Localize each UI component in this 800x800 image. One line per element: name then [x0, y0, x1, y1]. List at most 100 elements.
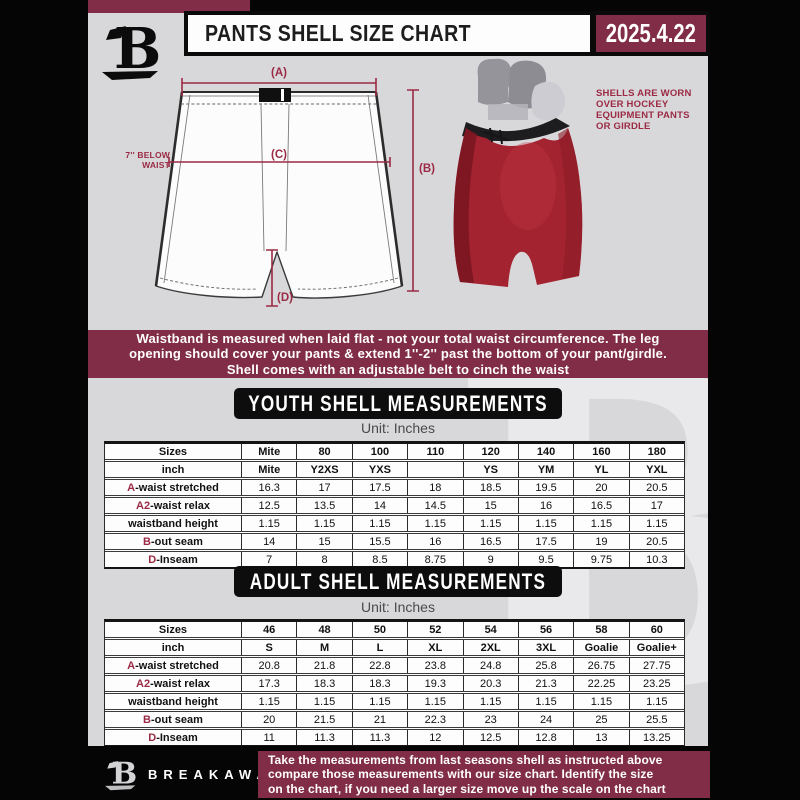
- table-row: A2-waist relax 17.3 18.3 18.3 19.3 20.3 21.3 22…: [105, 676, 684, 694]
- table-cell: 7: [241, 552, 296, 567]
- table-cell: YM: [517, 462, 573, 477]
- table-cell: 18.3: [351, 676, 407, 691]
- table-cell: 17.5: [351, 480, 407, 495]
- table-cell: 3XL: [517, 640, 573, 655]
- measurement-label-d: (D): [277, 292, 293, 304]
- table-cell: 1.15: [407, 694, 462, 709]
- hockey-shell-photo: [453, 58, 583, 287]
- adult-size-table: Sizes 46 48 50 52 54 56 58 60 inch S M L XL 2XL 3XL Goal…: [104, 619, 685, 747]
- row-label: inch: [161, 463, 185, 476]
- table-row: B-out seam 20 21.5 21 22.3 23 24 25 25.5: [105, 712, 684, 730]
- table-cell: 21.8: [296, 658, 351, 673]
- svg-text:B: B: [114, 16, 161, 82]
- table-cell: 20.5: [628, 534, 684, 549]
- table-cell: 48: [296, 622, 351, 637]
- table-row: waistband height 1.15 1.15 1.15 1.15 1.15 1.15…: [105, 694, 684, 712]
- shell-red-body: [453, 128, 583, 287]
- table-cell: 1.15: [351, 694, 407, 709]
- youth-size-table: Sizes Mite 80 100 110 120 140 160 180 inch Mite Y2X…: [104, 441, 685, 569]
- table-cell: 11.3: [351, 730, 407, 745]
- table-cell: 46: [241, 622, 296, 637]
- table-cell: 24.8: [462, 658, 518, 673]
- table-cell: 2XL: [462, 640, 518, 655]
- table-cell: 20.8: [241, 658, 296, 673]
- table-row: A-waist stretched 16.3 17 17.5 18 18.5 19.5 20 2…: [105, 480, 684, 498]
- table-cell: 27.75: [628, 658, 684, 673]
- waist-note: 7'' BELOW WAIST: [125, 150, 170, 170]
- row-label: Sizes: [158, 445, 188, 458]
- table-cell: 25: [573, 712, 628, 727]
- table-cell: 20: [573, 480, 628, 495]
- table-row: waistband height 1.15 1.15 1.15 1.15 1.15 1.15…: [105, 516, 684, 534]
- table-row: inch Mite Y2XS YXS YS YM YL YXL: [105, 462, 684, 480]
- table-cell: 18.5: [462, 480, 518, 495]
- table-row: Sizes 46 48 50 52 54 56 58 60: [105, 622, 684, 640]
- table-cell: 20: [241, 712, 296, 727]
- table-cell: 54: [462, 622, 518, 637]
- footer-breakaway-b-logo-icon: B: [105, 757, 137, 792]
- table-cell: 1.15: [296, 694, 351, 709]
- table-cell: 16: [407, 534, 462, 549]
- table-cell: 21.5: [296, 712, 351, 727]
- table-cell: 18.3: [296, 676, 351, 691]
- table-row: A-waist stretched 20.8 21.8 22.8 23.8 24.8 25.…: [105, 658, 684, 676]
- table-cell: 21: [351, 712, 407, 727]
- table-cell: 16: [517, 498, 573, 513]
- table-cell: 180: [628, 444, 684, 459]
- table-cell: 1.15: [296, 516, 351, 531]
- table-cell: YS: [462, 462, 518, 477]
- table-cell: 18: [407, 480, 462, 495]
- table-cell: Y2XS: [296, 462, 351, 477]
- table-cell: 1.15: [573, 694, 628, 709]
- table-cell: 12.5: [462, 730, 518, 745]
- table-row: D-Inseam 11 11.3 11.3 12 12.5 12.8 13 13.25: [105, 730, 684, 745]
- table-cell: 11: [241, 730, 296, 745]
- unit-label-youth: Unit: Inches: [361, 420, 435, 436]
- table-cell: 19.3: [407, 676, 462, 691]
- table-row: D-Inseam 7 8 8.5 8.75 9 9.5 9.75 10.3: [105, 552, 684, 567]
- top-accent-stripe: [88, 0, 250, 13]
- belt-buckle: [259, 88, 291, 102]
- table-cell: 12: [407, 730, 462, 745]
- table-cell: 8.75: [407, 552, 462, 567]
- table-cell: 16.5: [573, 498, 628, 513]
- table-cell: 25.8: [517, 658, 573, 673]
- title-box: PANTS SHELL SIZE CHART: [188, 15, 590, 52]
- table-cell: 12.8: [517, 730, 573, 745]
- pants-outline: [155, 91, 403, 299]
- table-cell: 23: [462, 712, 518, 727]
- breakaway-b-logo-icon: B: [102, 16, 161, 82]
- table-cell: 1.15: [462, 694, 518, 709]
- table-cell: 22.8: [351, 658, 407, 673]
- table-row: B-out seam 14 15 15.5 16 16.5 17.5 19 20.5: [105, 534, 684, 552]
- row-label: D-Inseam: [148, 553, 198, 566]
- table-cell: 1.15: [241, 694, 296, 709]
- table-cell: 9: [462, 552, 518, 567]
- table-cell: 8.5: [351, 552, 407, 567]
- table-cell: 13.25: [628, 730, 684, 745]
- row-label: A2-waist relax: [136, 677, 210, 690]
- table-cell: 1.15: [517, 694, 573, 709]
- table-cell: 9.5: [517, 552, 573, 567]
- table-cell: 17.5: [517, 534, 573, 549]
- table-cell: 23.8: [407, 658, 462, 673]
- table-cell: 52: [407, 622, 462, 637]
- table-cell: 16.3: [241, 480, 296, 495]
- table-cell: 8: [296, 552, 351, 567]
- table-cell: 100: [351, 444, 407, 459]
- table-cell: 10.3: [628, 552, 684, 567]
- row-label: B-out seam: [143, 535, 203, 548]
- row-label: A2-waist relax: [136, 499, 210, 512]
- row-label: waistband height: [128, 517, 218, 530]
- table-cell: 1.15: [517, 516, 573, 531]
- footer-brand-name: BREAKAWAY: [148, 767, 286, 782]
- footer-note: Take the measurements from last seasons …: [258, 751, 710, 798]
- table-cell: 1.15: [628, 694, 684, 709]
- table-cell: 9.75: [573, 552, 628, 567]
- row-label: B-out seam: [143, 713, 203, 726]
- table-cell: 1.15: [407, 516, 462, 531]
- header-band: PANTS SHELL SIZE CHART 2025.4.22: [184, 11, 710, 56]
- page-title: PANTS SHELL SIZE CHART: [205, 20, 472, 46]
- table-cell: 22.25: [573, 676, 628, 691]
- row-label: inch: [161, 641, 185, 654]
